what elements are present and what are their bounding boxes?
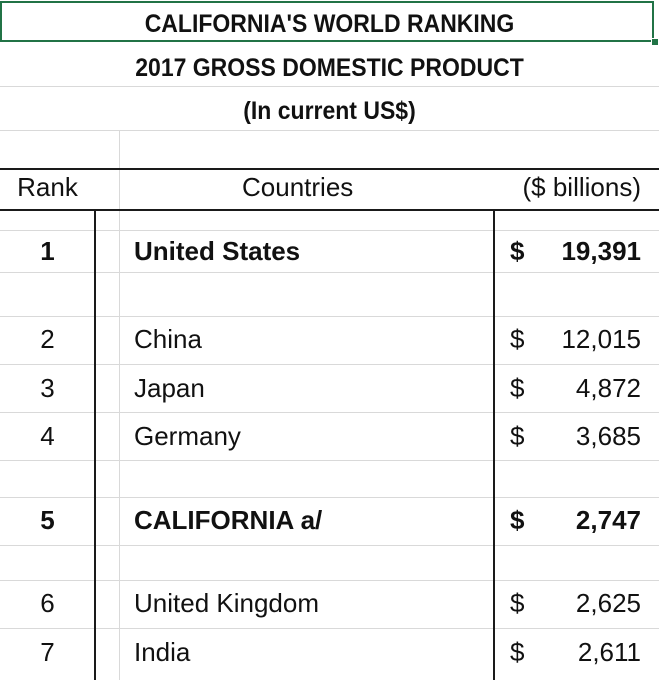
country-cell: United States xyxy=(134,236,301,266)
gridline xyxy=(0,545,659,546)
country-cell: CALIFORNIA a/ xyxy=(134,505,323,535)
country-cell: India xyxy=(134,637,191,667)
gridline xyxy=(0,230,659,231)
rank-cell: 3 xyxy=(40,373,55,403)
country-cell: United Kingdom xyxy=(134,588,319,618)
country-cell: Japan xyxy=(134,373,205,403)
gridline xyxy=(0,580,659,581)
selected-cell[interactable] xyxy=(0,1,654,42)
currency-symbol: $ xyxy=(510,324,525,354)
country-cell: Germany xyxy=(134,421,241,451)
fill-handle[interactable] xyxy=(651,38,659,46)
gridline xyxy=(0,316,659,317)
gdp-value: 3,685 xyxy=(575,421,641,451)
gridline xyxy=(0,86,659,87)
header-countries: Countries xyxy=(242,172,354,202)
gridline xyxy=(0,628,659,629)
gridline xyxy=(0,364,659,365)
header-top-border xyxy=(0,168,659,170)
header-bottom-border xyxy=(0,209,659,211)
gridline xyxy=(0,460,659,461)
rank-cell: 1 xyxy=(40,236,55,266)
column-border-left xyxy=(94,209,96,680)
title-line-1: CALIFORNIA'S WORLD RANKING xyxy=(144,10,515,38)
title-line-3: (In current US$) xyxy=(243,97,416,125)
gridline xyxy=(0,272,659,273)
column-border-right xyxy=(493,209,495,680)
gdp-value: 2,747 xyxy=(575,505,641,535)
currency-symbol: $ xyxy=(510,588,525,618)
currency-symbol: $ xyxy=(510,637,525,667)
rank-cell: 4 xyxy=(40,421,55,451)
gdp-value: 12,015 xyxy=(561,324,641,354)
gdp-value: 4,872 xyxy=(575,373,641,403)
gridline xyxy=(119,130,120,680)
rank-cell: 6 xyxy=(40,588,55,618)
header-rank: Rank xyxy=(17,172,78,202)
currency-symbol: $ xyxy=(510,505,525,535)
currency-symbol: $ xyxy=(510,373,525,403)
header-value: ($ billions) xyxy=(522,172,642,202)
rank-cell: 7 xyxy=(40,637,55,667)
rank-cell: 2 xyxy=(40,324,55,354)
rank-cell: 5 xyxy=(40,505,55,535)
gdp-value: 2,625 xyxy=(575,588,641,618)
country-cell: China xyxy=(134,324,202,354)
gdp-value: 2,611 xyxy=(577,637,641,667)
gridline xyxy=(0,412,659,413)
gridline xyxy=(0,497,659,498)
gridline xyxy=(0,130,659,131)
currency-symbol: $ xyxy=(510,236,525,266)
gdp-value: 19,391 xyxy=(561,236,641,266)
title-line-2: 2017 GROSS DOMESTIC PRODUCT xyxy=(135,54,524,82)
currency-symbol: $ xyxy=(510,421,525,451)
